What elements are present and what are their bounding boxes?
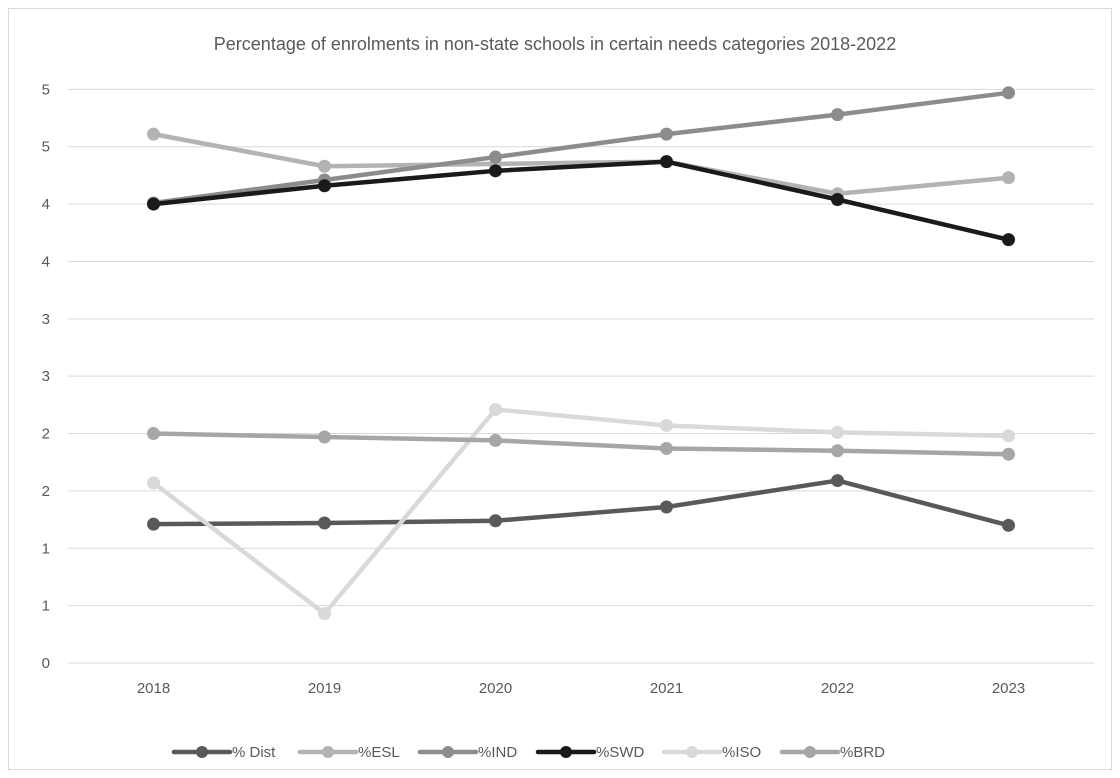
data-point [1002, 171, 1015, 185]
data-point [147, 197, 160, 211]
legend-item: %IND [417, 744, 517, 761]
data-point [147, 127, 160, 141]
x-axis-tick-labels: 2018 2019 2020 2021 2022 2023 [137, 680, 1025, 697]
legend-item: %ISO [661, 744, 761, 761]
data-point [831, 425, 844, 439]
legend-label: %IND [478, 744, 517, 761]
legend-swatch-marker [196, 746, 208, 758]
data-point [147, 517, 160, 531]
series-line [151, 478, 1011, 528]
data-point [318, 607, 331, 621]
y-tick-label: 4 [42, 196, 50, 213]
y-axis-tick-labels: 0 1 1 2 2 3 3 4 4 5 5 [42, 81, 50, 672]
x-tick-label: 2018 [137, 680, 170, 697]
legend-label: %ISO [722, 744, 761, 761]
legend-swatch-marker [322, 746, 334, 758]
x-tick-label: 2023 [992, 680, 1025, 697]
data-point [831, 474, 844, 488]
data-point [147, 476, 160, 490]
data-point [1002, 429, 1015, 443]
y-tick-label: 2 [42, 426, 50, 443]
y-tick-label: 3 [42, 368, 50, 385]
gridlines [68, 88, 1094, 664]
data-point [318, 159, 331, 173]
y-tick-label: 2 [42, 483, 50, 500]
data-point [489, 150, 502, 164]
series-5 [147, 427, 1015, 461]
legend-swatch-marker [442, 746, 454, 758]
chart-title: Percentage of enrolments in non-state sc… [214, 34, 896, 54]
data-point [660, 500, 673, 514]
y-tick-label: 4 [42, 253, 50, 270]
data-point [489, 514, 502, 528]
data-point [831, 444, 844, 458]
series-0 [147, 474, 1015, 532]
series-line [151, 431, 1011, 457]
data-point [660, 441, 673, 455]
data-point [831, 193, 844, 207]
chart-frame [8, 8, 1112, 770]
data-point [1002, 86, 1015, 100]
data-point [147, 427, 160, 441]
legend-item: %SWD [535, 744, 645, 761]
series-lines [147, 86, 1015, 621]
series-line [151, 159, 1011, 242]
x-tick-label: 2020 [479, 680, 512, 697]
series-line [151, 90, 1011, 206]
x-tick-label: 2022 [821, 680, 854, 697]
legend-item: % Dist [171, 744, 276, 761]
x-tick-label: 2019 [308, 680, 341, 697]
legend-label: %SWD [596, 744, 645, 761]
legend-swatch-marker [686, 746, 698, 758]
data-point [318, 179, 331, 193]
legend-swatch-marker [804, 746, 816, 758]
data-point [660, 155, 673, 169]
data-point [489, 164, 502, 178]
x-tick-label: 2021 [650, 680, 683, 697]
y-tick-label: 1 [42, 540, 50, 557]
y-tick-label: 3 [42, 311, 50, 328]
data-point [831, 108, 844, 122]
y-tick-label: 5 [42, 139, 50, 156]
series-line [151, 131, 1011, 197]
y-tick-label: 0 [42, 655, 50, 672]
y-tick-label: 1 [42, 598, 50, 615]
data-point [660, 419, 673, 433]
series-3 [147, 155, 1015, 247]
data-point [1002, 447, 1015, 461]
legend-label: % Dist [232, 744, 276, 761]
legend-swatch-marker [560, 746, 572, 758]
series-4 [147, 402, 1015, 621]
data-point [318, 516, 331, 530]
data-point [660, 127, 673, 141]
data-point [489, 433, 502, 447]
legend-item: %ESL [297, 744, 400, 761]
legend-label: %ESL [358, 744, 400, 761]
y-tick-label: 5 [42, 81, 50, 98]
data-point [1002, 518, 1015, 532]
legend-item: %BRD [779, 744, 885, 761]
data-point [1002, 233, 1015, 247]
data-point [489, 402, 502, 416]
legend-label: %BRD [840, 744, 885, 761]
legend: % Dist %ESL %IND %SWD %ISO %BRD [171, 744, 885, 761]
data-point [318, 430, 331, 444]
series-line [151, 407, 1011, 616]
